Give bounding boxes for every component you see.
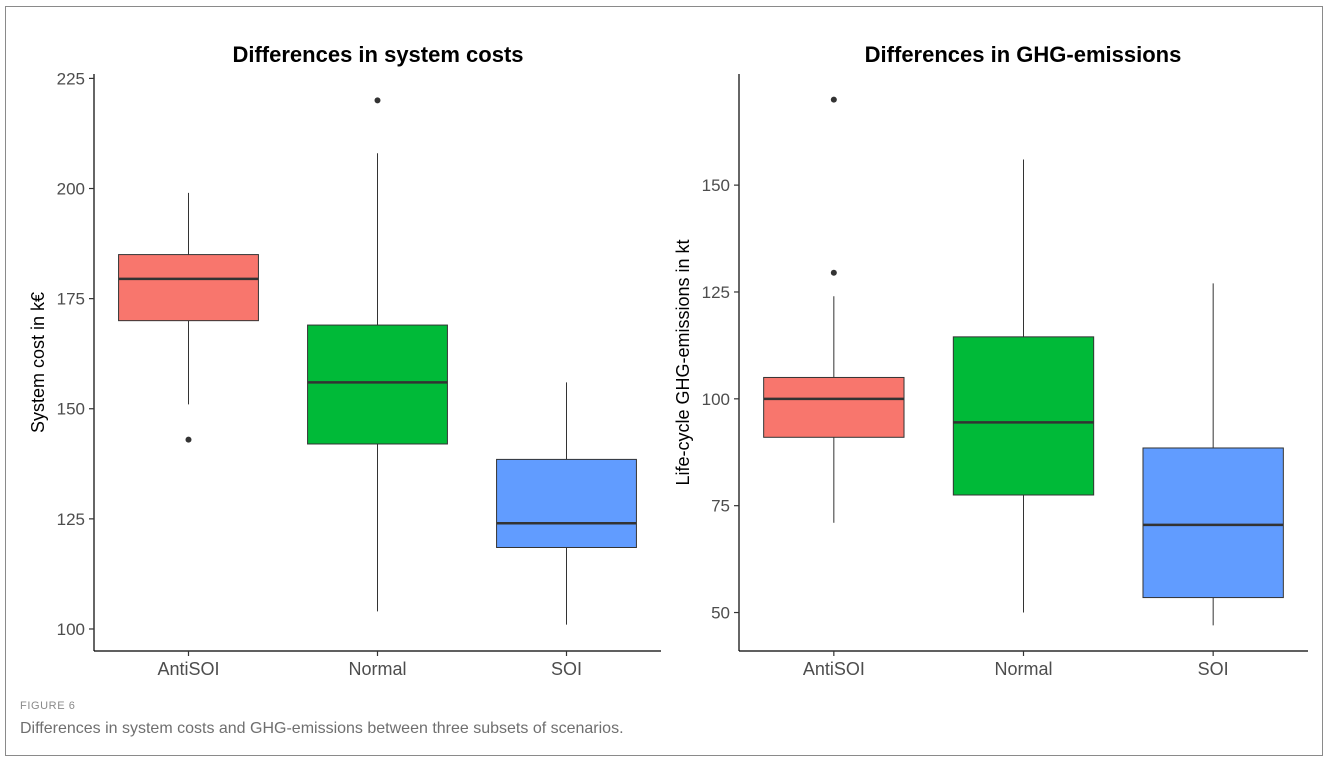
x-tick-label: SOI [551, 659, 582, 679]
box-antisoi [118, 254, 259, 322]
y-tick-label: 50 [711, 604, 730, 623]
y-tick-label: 200 [57, 180, 85, 199]
figure-frame: Differences in system costs System cost i… [5, 6, 1323, 756]
y-tick-label: 100 [57, 620, 85, 639]
x-tick-label: SOI [1198, 659, 1229, 679]
box-soi [496, 458, 637, 548]
y-tick-label: 150 [702, 176, 730, 195]
box-normal [307, 324, 448, 445]
x-tick-label: Normal [348, 659, 406, 679]
box-normal [952, 336, 1095, 496]
figure-label: FIGURE 6 [20, 700, 76, 712]
box-soi [1142, 447, 1284, 599]
y-axis-label: System cost in k€ [28, 292, 48, 433]
y-tick-label: 225 [57, 69, 85, 88]
chart-title: Differences in GHG-emissions [865, 42, 1182, 67]
box-antisoi [763, 376, 905, 438]
outlier-point [374, 97, 381, 104]
y-axis-label: Life-cycle GHG-emissions in kt [673, 239, 693, 485]
y-tick-label: 125 [57, 510, 85, 529]
y-tick-label: 175 [57, 290, 85, 309]
y-tick-label: 125 [702, 283, 730, 302]
x-tick-label: AntiSOI [803, 659, 865, 679]
y-tick-label: 100 [702, 390, 730, 409]
y-tick-label: 75 [711, 497, 730, 516]
x-tick-label: AntiSOI [157, 659, 219, 679]
outlier-point [830, 269, 837, 276]
outlier-point [830, 96, 837, 103]
outlier-point [185, 436, 192, 443]
y-tick-label: 150 [57, 400, 85, 419]
figure-caption: Differences in system costs and GHG-emis… [20, 720, 624, 737]
chart-title: Differences in system costs [232, 42, 523, 67]
x-tick-label: Normal [994, 659, 1052, 679]
figure-canvas: Differences in system costs System cost i… [28, 42, 1308, 679]
